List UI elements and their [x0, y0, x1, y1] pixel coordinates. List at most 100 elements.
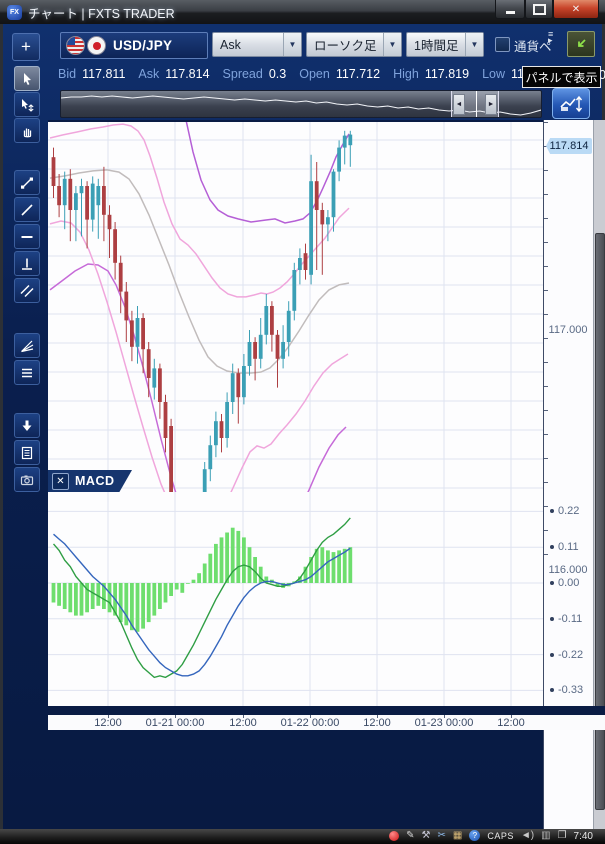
- us-flag-icon: [66, 36, 85, 55]
- time-tick: [377, 715, 378, 718]
- close-button[interactable]: ✕: [553, 0, 599, 19]
- overflow-menu-icon[interactable]: ≡ ▸: [548, 29, 554, 45]
- tools-icon[interactable]: ⚒: [421, 830, 431, 841]
- chart-window: + USD/JPY Ask ▼ ローソク足 ▼ 1時間足 ▼ 通貨ペ ≡ ▸ Bi…: [0, 24, 605, 832]
- line-tool-button[interactable]: [14, 197, 40, 222]
- currency-pair-selector[interactable]: USD/JPY: [60, 32, 208, 59]
- quote-value: 117.819: [424, 67, 470, 81]
- macd-histogram-bar: [326, 550, 330, 583]
- candle: [348, 134, 353, 146]
- navigator-toggle-button[interactable]: [552, 88, 590, 119]
- fib-levels-tool-button[interactable]: [14, 360, 40, 385]
- move-cursor-button[interactable]: [14, 92, 40, 117]
- line-tool-icon: [21, 203, 33, 216]
- candle: [107, 214, 112, 230]
- chart-type-dropdown[interactable]: ローソク足 ▼: [306, 32, 402, 57]
- pan-hand-button[interactable]: [14, 118, 40, 143]
- macd-panel[interactable]: [48, 492, 543, 706]
- time-tick: [175, 715, 176, 718]
- snapshot-camera-button[interactable]: [14, 467, 40, 492]
- volume-icon[interactable]: ◄): [520, 830, 535, 841]
- chart-navigator[interactable]: ◄ ►: [60, 90, 542, 118]
- macd-histogram-bar: [281, 583, 285, 588]
- zoom-range-icon: [560, 95, 583, 112]
- candle: [298, 258, 302, 270]
- navigator-viewport[interactable]: ◄ ►: [451, 91, 499, 117]
- time-axis[interactable]: 12:00 01-21 00:00 12:00 01-22 00:00 12:00 01-…: [48, 715, 605, 730]
- candle: [331, 171, 336, 218]
- quote-item-high: High 117.819: [393, 65, 469, 83]
- minimize-button[interactable]: [495, 0, 525, 19]
- macd-close-button[interactable]: ✕: [52, 472, 69, 490]
- quote-value: 117.712: [335, 67, 381, 81]
- navigator-left-arrow[interactable]: ◄: [453, 94, 465, 115]
- macd-histogram-bar: [79, 583, 84, 616]
- macd-histogram-bar: [107, 583, 112, 613]
- quote-label: Bid: [58, 67, 77, 81]
- candle: [303, 253, 308, 270]
- move-cursor-icon: [22, 98, 34, 112]
- select-cursor-button[interactable]: [14, 66, 40, 91]
- maximize-button[interactable]: [525, 0, 553, 19]
- macd-histogram-bar: [236, 530, 241, 583]
- macd-histogram-bar: [348, 547, 353, 583]
- candle: [314, 181, 319, 210]
- chevron-down-icon[interactable]: ▼: [283, 33, 301, 56]
- candle: [326, 217, 330, 225]
- chevron-down-icon[interactable]: ▼: [383, 33, 401, 56]
- candle: [57, 186, 61, 206]
- chevron-down-icon[interactable]: ▼: [465, 33, 483, 56]
- title-bar: FX チャート | FXTS TRADER ✕: [0, 0, 605, 25]
- macd-histogram-bar: [118, 583, 123, 623]
- candle: [124, 291, 129, 321]
- candle: [62, 178, 67, 206]
- trendline-tool-button[interactable]: [14, 170, 40, 195]
- add-button[interactable]: +: [12, 33, 40, 61]
- time-axis-label: 01-22 00:00: [280, 717, 340, 729]
- fan-lines-tool-button[interactable]: [14, 333, 40, 358]
- candle: [130, 320, 134, 347]
- candle: [74, 193, 78, 210]
- quote-value: 117.811: [82, 67, 126, 81]
- help-tray-icon[interactable]: ?: [469, 830, 481, 841]
- pen-icon[interactable]: ✎: [406, 830, 415, 841]
- candle: [214, 421, 218, 446]
- axis-tick-marks: [544, 122, 548, 570]
- quote-value: 117.814: [165, 67, 210, 81]
- axis-dot: [550, 509, 554, 514]
- navigator-right-arrow[interactable]: ►: [485, 94, 497, 115]
- macd-histogram-bar: [219, 537, 224, 583]
- vline-tool-button[interactable]: [14, 251, 40, 276]
- quote-label: Low: [482, 67, 506, 81]
- os-taskbar[interactable]: ✎ ⚒ ✂ ▦? CAPS ◄) ▥ ❐ 7:40: [0, 829, 605, 844]
- upper-band-outer: [185, 122, 350, 224]
- fan-lines-tool-icon: [21, 340, 34, 352]
- candle: [68, 178, 73, 210]
- time-axis-label: 01-23 00:00: [414, 717, 474, 729]
- macd-histogram-bar: [303, 566, 308, 583]
- macd-histogram-bar: [191, 579, 196, 583]
- hline-tool-button[interactable]: [14, 224, 40, 249]
- quote-item-open: Open 117.712: [299, 65, 380, 83]
- report-doc-button[interactable]: [14, 440, 40, 465]
- macd-tab-label: MACD: [75, 474, 115, 488]
- download-arrow-button[interactable]: [14, 413, 40, 438]
- time-tick: [511, 715, 512, 718]
- panel-separator: [48, 706, 605, 715]
- macd-histogram-bar: [202, 563, 207, 583]
- dock-panel-button[interactable]: [567, 31, 595, 57]
- candle: [102, 186, 106, 215]
- quote-item-ask: Ask 117.814: [138, 65, 209, 83]
- price-type-dropdown[interactable]: Ask ▼: [212, 32, 302, 57]
- currency-pair-checkbox[interactable]: [495, 37, 510, 52]
- select-cursor-icon: [24, 72, 31, 85]
- network-icon[interactable]: ▥: [541, 830, 551, 841]
- timeframe-dropdown[interactable]: 1時間足 ▼: [406, 32, 484, 57]
- axis-dot: [550, 652, 554, 657]
- package-icon[interactable]: ▦: [452, 830, 463, 841]
- window-icon[interactable]: ❐: [557, 830, 567, 841]
- alert-tray-icon[interactable]: [389, 831, 400, 841]
- parallel-lines-tool-button[interactable]: [14, 278, 40, 303]
- macd-histogram-bar: [102, 583, 106, 609]
- clip-icon[interactable]: ✂: [437, 830, 446, 841]
